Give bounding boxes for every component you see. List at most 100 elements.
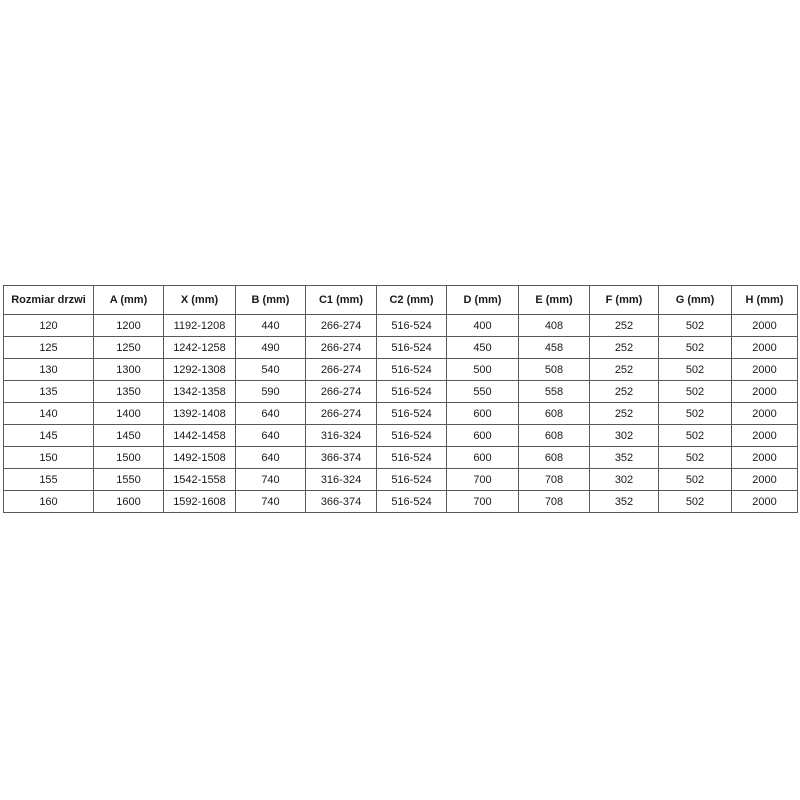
table-cell: 2000 (731, 490, 798, 513)
header-cell: E (mm) (518, 285, 590, 315)
table-cell: 252 (589, 402, 659, 425)
table-cell: 130 (3, 358, 94, 381)
table-cell: 500 (446, 358, 519, 381)
table-cell: 1350 (93, 380, 164, 403)
table-cell: 1492-1508 (163, 446, 236, 469)
table-body: 120 1200 1192-1208 440 266-274 516-524 400 408 2… (3, 314, 798, 513)
table-cell: 502 (658, 446, 732, 469)
table-cell: 266-274 (305, 380, 377, 403)
table-cell: 700 (446, 490, 519, 513)
table-cell: 516-524 (376, 402, 447, 425)
table-cell: 120 (3, 314, 94, 337)
header-cell: C1 (mm) (305, 285, 377, 315)
table-cell: 608 (518, 402, 590, 425)
table-cell: 150 (3, 446, 94, 469)
table-cell: 600 (446, 424, 519, 447)
table-cell: 608 (518, 424, 590, 447)
table-cell: 252 (589, 380, 659, 403)
table-cell: 502 (658, 336, 732, 359)
table-cell: 502 (658, 424, 732, 447)
table-cell: 740 (235, 490, 306, 513)
table-cell: 1442-1458 (163, 424, 236, 447)
table-cell: 252 (589, 336, 659, 359)
table-cell: 302 (589, 424, 659, 447)
table-cell: 708 (518, 490, 590, 513)
header-cell: H (mm) (731, 285, 798, 315)
table-cell: 640 (235, 402, 306, 425)
table-cell: 2000 (731, 358, 798, 381)
table-cell: 600 (446, 402, 519, 425)
table-cell: 266-274 (305, 358, 377, 381)
table-cell: 2000 (731, 446, 798, 469)
table-cell: 458 (518, 336, 590, 359)
table-row: 140 1400 1392-1408 640 266-274 516-524 600 608 2… (3, 402, 798, 425)
table-cell: 640 (235, 424, 306, 447)
table-cell: 352 (589, 446, 659, 469)
table-cell: 2000 (731, 336, 798, 359)
header-cell: B (mm) (235, 285, 306, 315)
door-size-spec-table: Rozmiar drzwi A (mm) X (mm) B (mm) C1 (mm) C2… (3, 285, 798, 513)
table-cell: 2000 (731, 424, 798, 447)
table-cell: 516-524 (376, 446, 447, 469)
table-cell: 502 (658, 358, 732, 381)
table-cell: 502 (658, 468, 732, 491)
table-header: Rozmiar drzwi A (mm) X (mm) B (mm) C1 (mm) C2… (3, 285, 798, 315)
table-cell: 1592-1608 (163, 490, 236, 513)
table-cell: 2000 (731, 468, 798, 491)
table-cell: 590 (235, 380, 306, 403)
table-cell: 316-324 (305, 468, 377, 491)
table-row: 125 1250 1242-1258 490 266-274 516-524 450 458 2… (3, 336, 798, 359)
table-row: 160 1600 1592-1608 740 366-374 516-524 700 708 3… (3, 490, 798, 513)
table-cell: 508 (518, 358, 590, 381)
table-cell: 700 (446, 468, 519, 491)
table-cell: 160 (3, 490, 94, 513)
table-cell: 516-524 (376, 336, 447, 359)
table-cell: 2000 (731, 402, 798, 425)
table-cell: 502 (658, 490, 732, 513)
table-cell: 1500 (93, 446, 164, 469)
table-cell: 740 (235, 468, 306, 491)
table-cell: 302 (589, 468, 659, 491)
table-cell: 502 (658, 380, 732, 403)
table-cell: 608 (518, 446, 590, 469)
table-cell: 516-524 (376, 490, 447, 513)
header-cell: Rozmiar drzwi (3, 285, 94, 315)
table-cell: 266-274 (305, 402, 377, 425)
table-cell: 140 (3, 402, 94, 425)
header-cell: F (mm) (589, 285, 659, 315)
table-cell: 516-524 (376, 380, 447, 403)
table-cell: 1242-1258 (163, 336, 236, 359)
table-cell: 400 (446, 314, 519, 337)
table-cell: 490 (235, 336, 306, 359)
table-row: 120 1200 1192-1208 440 266-274 516-524 400 408 2… (3, 314, 798, 337)
table-cell: 2000 (731, 380, 798, 403)
table-cell: 252 (589, 314, 659, 337)
table-cell: 266-274 (305, 314, 377, 337)
table-cell: 155 (3, 468, 94, 491)
table-cell: 1542-1558 (163, 468, 236, 491)
table-cell: 1192-1208 (163, 314, 236, 337)
table-cell: 708 (518, 468, 590, 491)
table-cell: 125 (3, 336, 94, 359)
table-cell: 366-374 (305, 446, 377, 469)
table-cell: 558 (518, 380, 590, 403)
table-row: 130 1300 1292-1308 540 266-274 516-524 500 508 2… (3, 358, 798, 381)
table-cell: 640 (235, 446, 306, 469)
header-cell: A (mm) (93, 285, 164, 315)
table-cell: 1200 (93, 314, 164, 337)
header-cell: C2 (mm) (376, 285, 447, 315)
table-cell: 366-374 (305, 490, 377, 513)
table-cell: 516-524 (376, 358, 447, 381)
table-cell: 1400 (93, 402, 164, 425)
table-cell: 1550 (93, 468, 164, 491)
table-cell: 516-524 (376, 314, 447, 337)
table-row: 145 1450 1442-1458 640 316-324 516-524 600 608 3… (3, 424, 798, 447)
header-cell: X (mm) (163, 285, 236, 315)
table-cell: 408 (518, 314, 590, 337)
table-cell: 1292-1308 (163, 358, 236, 381)
table-cell: 1392-1408 (163, 402, 236, 425)
table-cell: 600 (446, 446, 519, 469)
table-cell: 266-274 (305, 336, 377, 359)
table-cell: 516-524 (376, 468, 447, 491)
table-cell: 440 (235, 314, 306, 337)
